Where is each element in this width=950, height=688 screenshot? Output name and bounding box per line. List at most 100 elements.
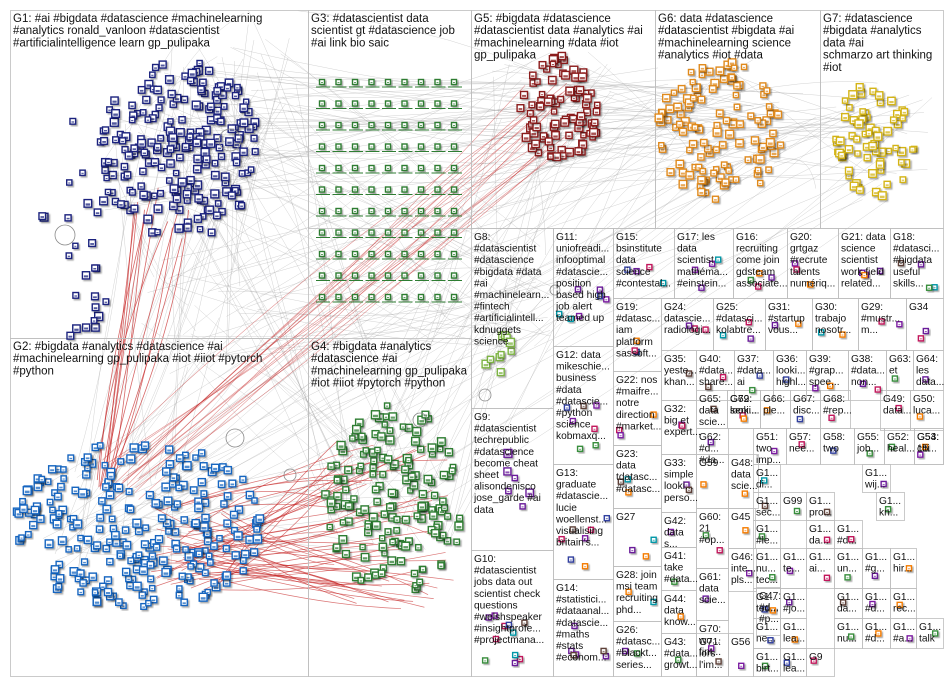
node-fill <box>571 529 574 531</box>
hub-ring <box>283 468 297 482</box>
node-fill <box>142 112 145 114</box>
node-fill <box>127 491 131 493</box>
node-fill <box>702 484 705 486</box>
node-fill <box>148 564 153 567</box>
group-label-line: simple <box>664 470 694 481</box>
group-label-line: G1: #ai #bigdata #datascience #machinele… <box>13 13 262 25</box>
node-fill <box>252 126 256 129</box>
node-fill <box>409 490 412 492</box>
node-fill <box>142 606 146 608</box>
node-fill <box>788 602 791 604</box>
node-fill <box>194 184 200 188</box>
node-fill <box>184 549 187 551</box>
group-label-line: te... <box>783 564 800 575</box>
node-fill <box>755 173 760 176</box>
node <box>344 465 353 475</box>
node-fill <box>321 189 323 191</box>
node-fill <box>321 146 323 148</box>
node-fill <box>108 109 111 111</box>
node-fill <box>867 133 871 135</box>
node-fill <box>200 452 204 455</box>
node-fill <box>321 297 323 298</box>
group-label-line: looki... <box>664 481 693 492</box>
group-label-line: gdsteam <box>736 267 775 278</box>
node-fill <box>360 439 365 442</box>
node-fill <box>198 63 201 65</box>
edge <box>157 557 382 587</box>
node-fill <box>95 545 99 548</box>
node-fill <box>31 525 36 528</box>
edge <box>135 128 561 488</box>
node-fill <box>370 211 373 212</box>
node-fill <box>429 447 435 451</box>
group-label-line: G22: nos <box>616 375 657 386</box>
edge <box>587 51 677 140</box>
group-label-line: data #ai <box>823 37 864 49</box>
node <box>437 562 445 570</box>
node-fill <box>202 200 206 203</box>
node-fill <box>887 509 890 511</box>
node-fill <box>855 139 859 141</box>
group-label-line: #market... <box>616 421 661 432</box>
node-fill <box>880 321 883 323</box>
node-fill <box>101 200 106 204</box>
node-fill <box>80 493 86 496</box>
node-fill <box>132 153 137 156</box>
node-fill <box>236 90 241 93</box>
group-label-line: G40: <box>699 354 721 365</box>
group-label-line: #datasc... <box>616 314 660 325</box>
node <box>210 170 220 180</box>
node-fill <box>381 567 385 570</box>
group-label-line: infooptimal <box>556 255 605 266</box>
node-fill <box>143 563 148 566</box>
node-fill <box>729 80 735 83</box>
group-label-line: series... <box>616 660 652 671</box>
node-fill <box>868 453 871 455</box>
node-fill <box>84 327 89 330</box>
node-fill <box>742 66 746 68</box>
group-label-line: #analytics ronald_vanloon #datascientist <box>13 25 220 37</box>
node-fill <box>419 449 423 451</box>
node-fill <box>550 80 555 83</box>
node-fill <box>60 510 65 513</box>
node-fill <box>202 502 207 505</box>
node-fill <box>143 544 147 547</box>
edge <box>282 96 446 317</box>
node-fill <box>893 378 896 380</box>
node-fill <box>557 64 560 66</box>
group-label-line: based high <box>556 290 606 301</box>
node <box>526 109 534 117</box>
group-label-line: scientist check <box>474 589 541 600</box>
edge <box>216 62 625 109</box>
node-fill <box>241 122 247 126</box>
node-fill <box>677 659 680 661</box>
node-fill <box>879 195 885 199</box>
node-fill <box>680 184 686 187</box>
node-fill <box>895 123 900 126</box>
group-label-line: #artificialintelligence learn gp_pulipak… <box>13 37 211 49</box>
edge <box>222 471 336 557</box>
node-fill <box>174 198 179 201</box>
node-fill <box>689 72 693 74</box>
node-fill <box>890 446 893 448</box>
node <box>173 500 181 508</box>
group-label-line: #machinelearning science <box>658 37 791 49</box>
node-fill <box>104 486 108 489</box>
node-fill <box>933 287 936 289</box>
node-fill <box>236 138 241 141</box>
node-fill <box>387 189 389 191</box>
node-fill <box>403 103 406 105</box>
node-fill <box>493 615 496 617</box>
group-label-line: data... <box>883 406 911 417</box>
node-fill <box>32 510 38 513</box>
node-fill <box>546 141 551 144</box>
node-fill <box>201 466 206 468</box>
group-label-line: bsinstitute <box>616 244 662 255</box>
group-label-line: spee... <box>809 377 840 388</box>
group-label-line: talents <box>790 267 820 278</box>
node-fill <box>414 585 417 587</box>
group-label-line: data <box>699 584 719 595</box>
node-fill <box>168 149 173 151</box>
node-fill <box>93 296 97 299</box>
node-fill <box>559 99 562 101</box>
